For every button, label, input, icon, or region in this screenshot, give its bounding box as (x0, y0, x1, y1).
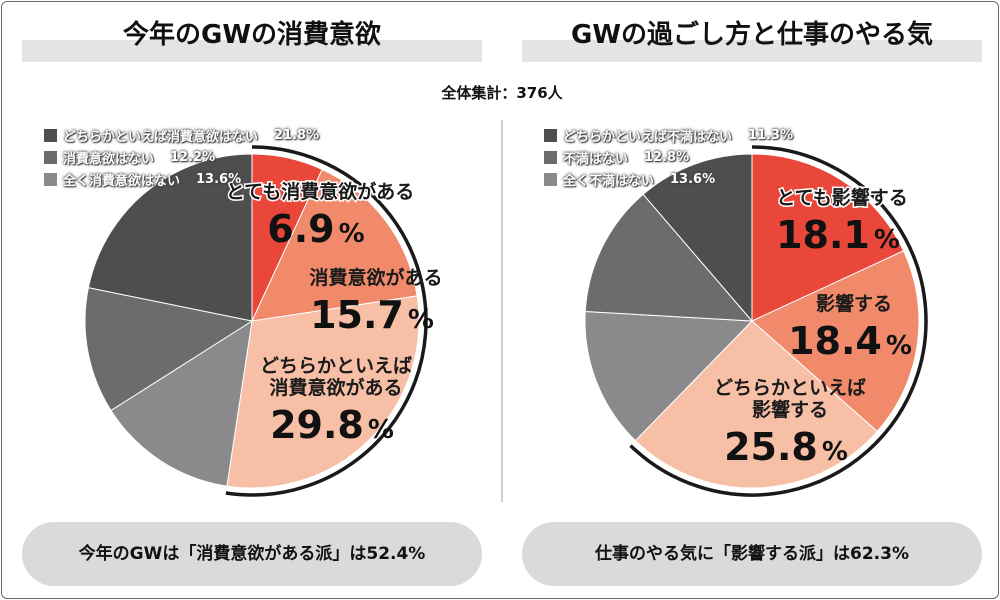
pie-slice (751, 153, 905, 322)
legend-swatch (544, 150, 557, 164)
slice-value-label: 6.9% (267, 207, 364, 251)
pie-slice (584, 193, 754, 322)
legend-label: どちらかといえば消費意欲はない (63, 129, 259, 145)
legend-label: 全く消費意欲はない (63, 173, 181, 189)
pie-slice (584, 311, 754, 442)
left-summary-banner: 今年のGWは「消費意欲がある派」は52.4% (22, 522, 482, 586)
slice-value-label: 25.8% (724, 425, 848, 469)
legend-swatch (544, 172, 557, 186)
panel-divider (501, 120, 503, 502)
slice-name-label: とても影響する (776, 186, 907, 209)
legend-value: 13.6% (670, 171, 716, 187)
pie-slice (634, 320, 878, 489)
slice-value-label: 15.7% (310, 293, 434, 337)
legend-swatch (44, 172, 57, 186)
slice-name-label: どちらかといえば (714, 377, 866, 399)
slice-name-label: 影響する (752, 398, 828, 421)
pie-slice (642, 153, 753, 323)
slice-value-label: 29.8% (270, 403, 394, 447)
slice-name-label: 消費意欲がある (309, 266, 442, 289)
legend-swatch (44, 150, 57, 164)
legend-value: 11.3% (748, 127, 794, 143)
legend-item: 不満はない 12.8% (544, 146, 793, 168)
legend-item: 全く不満はない 13.6% (544, 168, 793, 190)
legend-item: 消費意欲はない 12.2% (44, 146, 319, 168)
pie-slice (84, 287, 254, 412)
pie-slice (251, 168, 418, 322)
slice-name-label: とても消費意欲がある (226, 180, 414, 203)
slice-value-label: 18.4% (788, 319, 912, 363)
right-chart-title: GWの過ごし方と仕事のやる気 (522, 12, 982, 62)
legend-value: 21.8% (274, 127, 320, 143)
legend-swatch (44, 128, 57, 142)
highlight-arc (225, 145, 428, 497)
legend-item: どちらかといえば消費意欲はない 21.8% (44, 124, 319, 146)
right-legend: どちらかといえば不満はない 11.3% 不満はない 12.8% 全く不満はない 13.6% (544, 124, 793, 190)
pie-slice (87, 153, 253, 322)
left-legend: どちらかといえば消費意欲はない 21.8% 消費意欲はない 12.2% 全く消費意欲はな… (44, 124, 319, 190)
sample-size-label: 全体集計：376人 (441, 84, 563, 102)
legend-value: 13.6% (196, 171, 242, 187)
left-chart-title: 今年のGWの消費意欲 (22, 12, 482, 62)
pie-slice (110, 319, 253, 487)
legend-label: どちらかといえば不満はない (563, 129, 733, 145)
slice-value-label: 18.1% (776, 213, 900, 257)
slice-name-label: どちらかといえば (260, 355, 412, 377)
legend-label: 消費意欲はない (63, 151, 155, 167)
pie-slice (751, 250, 920, 433)
legend-value: 12.8% (644, 149, 690, 165)
legend-item: どちらかといえば不満はない 11.3% (544, 124, 793, 146)
highlight-arc (629, 145, 928, 497)
slice-name-label: 影響する (816, 292, 892, 315)
legend-item: 全く消費意欲はない 13.6% (44, 168, 319, 190)
legend-label: 不満はない (563, 151, 629, 167)
pie-slice (226, 295, 420, 489)
legend-swatch (544, 128, 557, 142)
legend-label: 全く不満はない (563, 173, 655, 189)
right-summary-banner: 仕事のやる気に「影響する派」は62.3% (522, 522, 982, 586)
legend-value: 12.2% (170, 149, 216, 165)
slice-name-label: 消費意欲がある (269, 376, 402, 399)
